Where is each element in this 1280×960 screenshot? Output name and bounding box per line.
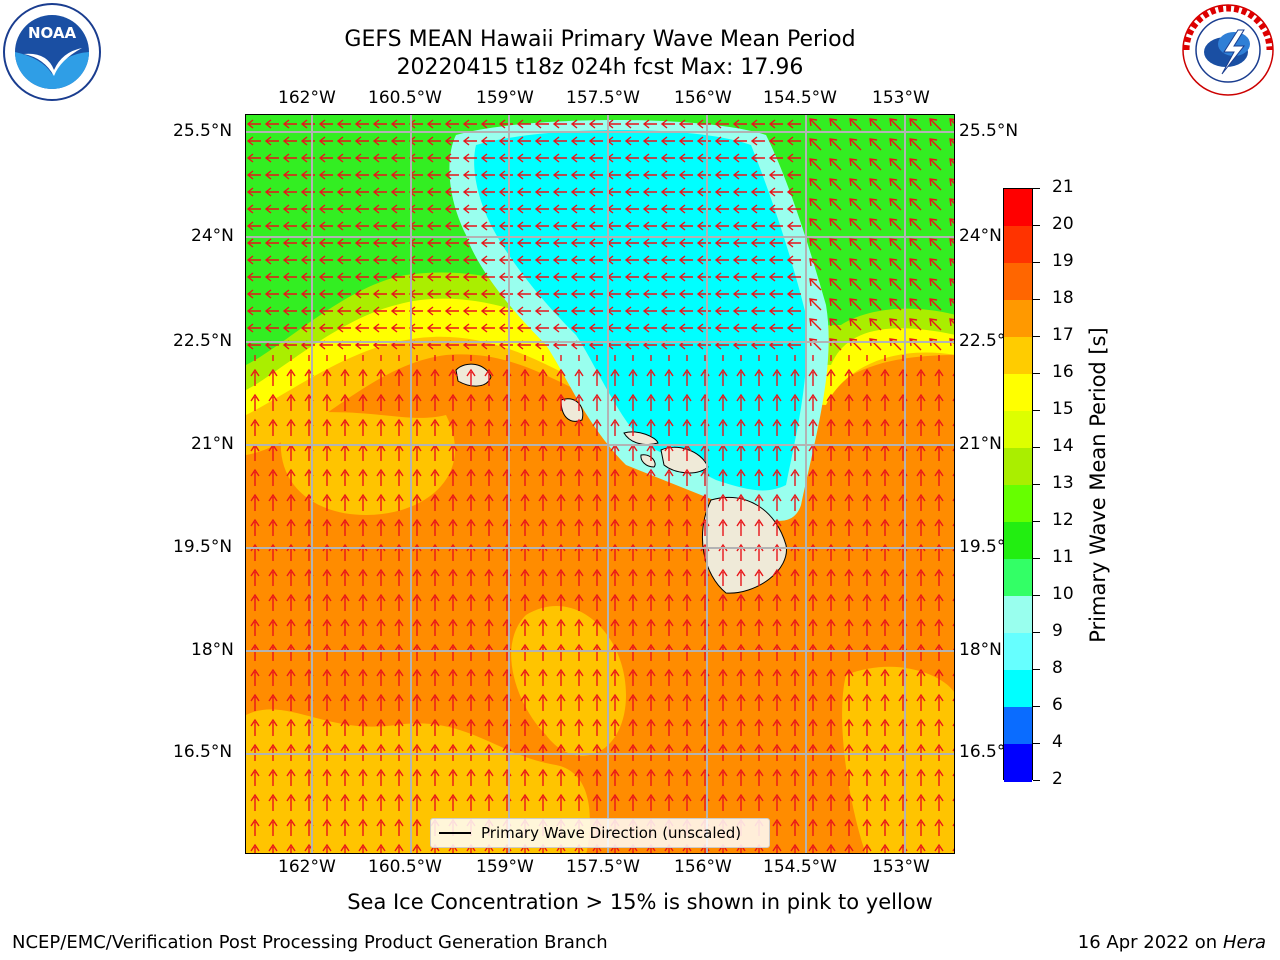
colorbar-tick-label: 4 bbox=[1052, 732, 1063, 752]
lon-tick-label: 157.5°W bbox=[566, 857, 640, 877]
colorbar-tickmark bbox=[1033, 225, 1040, 226]
footer-host: Hera bbox=[1222, 932, 1266, 953]
nws-logo-icon bbox=[1182, 4, 1274, 96]
colorbar-segment bbox=[1004, 300, 1032, 338]
lat-tick-label: 18°N bbox=[191, 640, 234, 660]
footer-credit: NCEP/EMC/Verification Post Processing Pr… bbox=[12, 932, 608, 953]
colorbar-tick-label: 12 bbox=[1052, 510, 1074, 530]
colorbar-segment bbox=[1004, 263, 1032, 301]
lon-tick-label: 159°W bbox=[476, 857, 534, 877]
lon-tick-label: 162°W bbox=[278, 88, 336, 108]
lat-tick-label: 25.5°N bbox=[959, 121, 1019, 141]
colorbar-segment bbox=[1004, 485, 1032, 523]
colorbar-segment bbox=[1004, 559, 1032, 597]
colorbar-segment bbox=[1004, 522, 1032, 560]
colorbar-tick-label: 9 bbox=[1052, 621, 1063, 641]
lon-tick-label: 153°W bbox=[872, 857, 930, 877]
colorbar-tickmark bbox=[1033, 595, 1040, 596]
lat-tick-label: 16.5°N bbox=[173, 742, 233, 762]
colorbar-tick-label: 17 bbox=[1052, 325, 1074, 345]
colorbar-segment bbox=[1004, 596, 1032, 634]
colorbar-tick-label: 21 bbox=[1052, 177, 1074, 197]
lat-tick-label: 19.5°N bbox=[173, 537, 233, 557]
colorbar-tick-label: 13 bbox=[1052, 473, 1074, 493]
lat-tick-label: 22.5°N bbox=[173, 331, 233, 351]
lat-tick-label: 24°N bbox=[191, 226, 234, 246]
noaa-logo-icon: NOAA bbox=[3, 3, 101, 101]
map-area bbox=[245, 114, 955, 854]
colorbar-segment bbox=[1004, 226, 1032, 264]
colorbar-segment bbox=[1004, 707, 1032, 745]
colorbar-segment bbox=[1004, 411, 1032, 449]
colorbar-tick-label: 19 bbox=[1052, 251, 1074, 271]
colorbar-tickmark bbox=[1033, 706, 1040, 707]
lon-tick-label: 153°W bbox=[872, 88, 930, 108]
colorbar-segment bbox=[1004, 189, 1032, 227]
lon-tick-label: 160.5°W bbox=[368, 88, 442, 108]
lat-tick-label: 21°N bbox=[959, 434, 1002, 454]
wave-period-map bbox=[246, 115, 954, 853]
footer-date-text: 16 Apr 2022 on bbox=[1077, 932, 1223, 953]
lon-tick-label: 159°W bbox=[476, 88, 534, 108]
colorbar-segment bbox=[1004, 337, 1032, 375]
colorbar-tick-label: 6 bbox=[1052, 695, 1063, 715]
colorbar-tickmark bbox=[1033, 373, 1040, 374]
footer-date: 16 Apr 2022 on Hera bbox=[1078, 932, 1266, 953]
colorbar-tickmark bbox=[1033, 632, 1040, 633]
colorbar-tick-label: 20 bbox=[1052, 214, 1074, 234]
colorbar-tick-label: 11 bbox=[1052, 547, 1074, 567]
lon-tick-label: 157.5°W bbox=[566, 88, 640, 108]
graticule bbox=[246, 115, 954, 853]
legend-label: Primary Wave Direction (unscaled) bbox=[481, 824, 742, 842]
sea-ice-note: Sea Ice Concentration > 15% is shown in … bbox=[347, 890, 933, 914]
colorbar-tick-label: 2 bbox=[1052, 769, 1063, 789]
noaa-logo-text: NOAA bbox=[28, 24, 77, 42]
chart-subtitle: 20220415 t18z 024h fcst Max: 17.96 bbox=[396, 55, 804, 80]
lat-tick-label: 18°N bbox=[959, 640, 1002, 660]
lon-tick-label: 154.5°W bbox=[763, 88, 837, 108]
lat-tick-label: 21°N bbox=[191, 434, 234, 454]
colorbar-tickmark bbox=[1033, 484, 1040, 485]
colorbar-segment bbox=[1004, 374, 1032, 412]
colorbar-tick-label: 10 bbox=[1052, 584, 1074, 604]
colorbar-segment bbox=[1004, 744, 1032, 782]
colorbar-tickmark bbox=[1033, 188, 1040, 189]
lat-tick-label: 24°N bbox=[959, 226, 1002, 246]
colorbar-tick-label: 8 bbox=[1052, 658, 1063, 678]
lon-tick-label: 156°W bbox=[674, 857, 732, 877]
chart-title: GEFS MEAN Hawaii Primary Wave Mean Perio… bbox=[344, 27, 856, 52]
colorbar-label: Primary Wave Mean Period [s] bbox=[1086, 327, 1110, 643]
colorbar-tick-label: 18 bbox=[1052, 288, 1074, 308]
colorbar-tickmark bbox=[1033, 299, 1040, 300]
colorbar-tickmark bbox=[1033, 558, 1040, 559]
colorbar-tick-label: 14 bbox=[1052, 436, 1074, 456]
legend-line-swatch bbox=[439, 832, 471, 834]
colorbar-segment bbox=[1004, 633, 1032, 671]
lon-tick-label: 156°W bbox=[674, 88, 732, 108]
colorbar-tick-label: 16 bbox=[1052, 362, 1074, 382]
colorbar bbox=[1003, 188, 1033, 782]
lon-tick-label: 154.5°W bbox=[763, 857, 837, 877]
colorbar-tickmark bbox=[1033, 262, 1040, 263]
colorbar-tickmark bbox=[1033, 410, 1040, 411]
colorbar-tickmark bbox=[1033, 447, 1040, 448]
colorbar-tickmark bbox=[1033, 336, 1040, 337]
lon-tick-label: 160.5°W bbox=[368, 857, 442, 877]
lat-tick-label: 25.5°N bbox=[173, 121, 233, 141]
colorbar-tickmark bbox=[1033, 780, 1040, 781]
colorbar-segment bbox=[1004, 448, 1032, 486]
lon-tick-label: 162°W bbox=[278, 857, 336, 877]
colorbar-segment bbox=[1004, 670, 1032, 708]
map-legend: Primary Wave Direction (unscaled) bbox=[430, 818, 770, 848]
colorbar-tickmark bbox=[1033, 669, 1040, 670]
colorbar-tickmark bbox=[1033, 521, 1040, 522]
colorbar-tick-label: 15 bbox=[1052, 399, 1074, 419]
colorbar-tickmark bbox=[1033, 743, 1040, 744]
